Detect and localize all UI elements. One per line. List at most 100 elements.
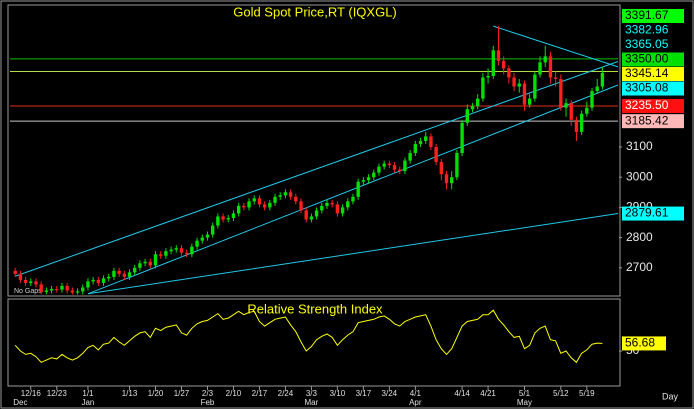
price-panel (7, 4, 621, 297)
candle-body (195, 240, 199, 247)
month-label: May (517, 398, 532, 407)
candle-body (455, 153, 459, 178)
x-tick-label: 4/14 (454, 389, 470, 398)
candle-body (273, 196, 277, 203)
candle-body (387, 163, 392, 166)
candle-body (81, 287, 85, 292)
price-tag-label: 3305.08 (625, 81, 669, 95)
candle-body (595, 86, 599, 92)
candle-body (299, 201, 303, 211)
price-tag (622, 67, 684, 81)
price-tag-label: 3391.67 (625, 8, 669, 22)
candle-body (450, 177, 454, 184)
candle-body (101, 278, 106, 283)
price-tag-label: 3235.50 (625, 98, 669, 112)
chart-title: Gold Spot Price,RT (IQXGL) (233, 4, 397, 19)
candle-body (533, 74, 537, 99)
candle-body (133, 267, 137, 273)
candle-body (346, 201, 350, 208)
price-tag-label: 3350.00 (625, 52, 669, 66)
month-label: Jan (81, 398, 94, 407)
candle-body (522, 83, 527, 105)
candle-body (34, 281, 38, 285)
candle-body (122, 273, 127, 277)
y-tick-label: 2700 (626, 260, 653, 274)
candle-body (268, 202, 272, 208)
x-tick-label: 1/27 (174, 389, 190, 398)
trend-line (87, 84, 619, 295)
x-tick-label: 4/1 (410, 389, 422, 398)
candle-body (543, 56, 547, 63)
candle-body (335, 204, 340, 214)
candle-body (377, 166, 381, 173)
x-tick-label: 5/19 (579, 389, 595, 398)
price-tag-label: 2879.61 (625, 206, 669, 220)
candle-body (18, 273, 23, 280)
value-tag-label: 56.68 (625, 336, 655, 350)
candle-body (226, 217, 230, 220)
rsi-title: Relative Strength Index (247, 301, 383, 316)
candle-body (283, 192, 288, 196)
candle-body (491, 50, 495, 76)
x-tick-label: 4/21 (480, 389, 496, 398)
candle-body (429, 136, 433, 147)
candle-body (476, 98, 480, 107)
candle-body (60, 285, 64, 290)
candle-body (138, 263, 142, 268)
price-tag (622, 114, 684, 129)
x-tick-label: 2/17 (252, 389, 268, 398)
price-tag (622, 52, 684, 67)
candle-body (169, 249, 173, 252)
candle-body (553, 77, 558, 79)
x-tick-label: 2/3 (202, 389, 214, 398)
candle-body (398, 169, 402, 172)
y-tick-label: 3000 (626, 169, 653, 183)
price-tag-label: 3345.14 (625, 66, 669, 80)
candle-body (159, 254, 163, 256)
candle-body (579, 113, 584, 132)
candle-body (585, 107, 589, 114)
candle-body (39, 284, 43, 292)
candle-body (91, 279, 95, 282)
candle-body (153, 254, 158, 266)
candle-body (470, 106, 475, 110)
price-tag (622, 38, 684, 52)
candle-body (221, 216, 225, 220)
candle-body (559, 78, 563, 108)
candle-body (413, 143, 418, 154)
candle-body (190, 246, 194, 255)
candle-body (174, 248, 178, 250)
candle-body (242, 205, 246, 208)
x-tick-label: 3/24 (382, 389, 398, 398)
month-label: Feb (201, 398, 215, 407)
candle-body (320, 205, 324, 211)
candle-body (49, 288, 54, 291)
candle-body (23, 279, 28, 283)
candle-body (231, 213, 236, 218)
candle-body (65, 285, 69, 291)
candle-body (200, 237, 204, 241)
candle-body (205, 234, 210, 238)
candle-body (444, 174, 449, 184)
candle-body (288, 192, 293, 197)
price-tag-label: 3185.42 (625, 113, 669, 127)
candle-body (112, 270, 116, 277)
x-tick-label: 5/12 (553, 389, 569, 398)
value-tag (622, 336, 666, 351)
rsi-panel (7, 298, 621, 387)
candle-body (600, 72, 605, 87)
month-label: Dec (13, 398, 27, 407)
candle-body (496, 50, 501, 61)
candle-body (252, 198, 256, 202)
candle-body (164, 251, 168, 256)
month-label: Mar (305, 398, 319, 407)
candle-body (418, 140, 423, 144)
candle-body (309, 216, 314, 220)
candle-body (403, 160, 407, 172)
candle-body (179, 248, 184, 253)
candle-body (351, 196, 355, 202)
candle-body (210, 225, 215, 235)
x-tick-label: 3/10 (330, 389, 346, 398)
candle-body (13, 270, 17, 274)
candle-body (340, 207, 345, 214)
